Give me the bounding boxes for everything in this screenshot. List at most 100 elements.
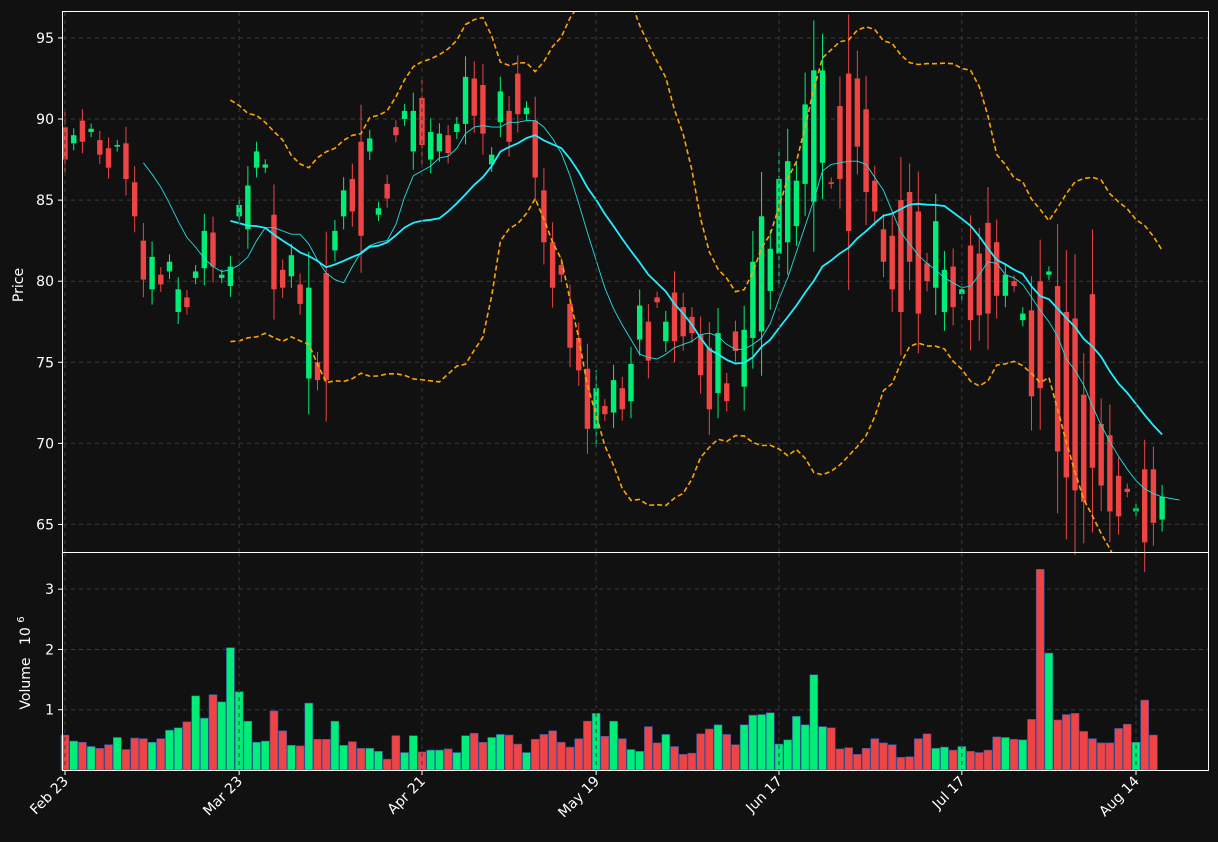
price-tick-label: 65 xyxy=(36,517,54,533)
candle xyxy=(602,399,608,422)
candle xyxy=(985,186,991,350)
volume-bar xyxy=(661,734,671,771)
candle-body xyxy=(79,120,86,142)
candle xyxy=(97,130,103,164)
candle xyxy=(462,56,469,145)
candle xyxy=(567,284,573,368)
volume-bar xyxy=(408,735,418,771)
candle xyxy=(375,201,382,222)
candle-body xyxy=(1028,310,1035,397)
candle-body xyxy=(1115,475,1122,517)
volume-bar xyxy=(957,746,967,771)
candle xyxy=(837,76,843,209)
candle xyxy=(523,101,530,121)
candle-body xyxy=(445,135,451,154)
volume-bar xyxy=(687,752,697,771)
candle-body xyxy=(1150,469,1157,523)
volume-bar xyxy=(565,746,575,771)
volume-bar xyxy=(69,740,79,771)
candle-body xyxy=(462,76,469,124)
candle-body xyxy=(454,123,460,132)
candle xyxy=(724,373,730,412)
volume-bar xyxy=(191,695,200,771)
candle xyxy=(488,147,495,172)
volume-bar xyxy=(339,744,348,771)
price-grid xyxy=(63,37,1208,525)
candle xyxy=(889,213,895,313)
candle xyxy=(227,255,234,297)
candle-body xyxy=(262,164,268,168)
candle xyxy=(645,304,652,379)
volume-bar xyxy=(940,746,949,771)
candle-body xyxy=(97,140,103,155)
candle xyxy=(584,343,591,454)
candle xyxy=(445,124,451,164)
volume-bar xyxy=(78,741,87,771)
ma-long-line xyxy=(230,134,1163,436)
candle-body xyxy=(105,148,112,168)
volume-bar xyxy=(905,756,914,771)
candle-body xyxy=(71,135,77,144)
candle-body xyxy=(576,337,582,371)
volume-bar xyxy=(478,741,488,771)
volume-bar xyxy=(304,702,314,771)
candle-body xyxy=(767,248,773,291)
candle xyxy=(628,346,634,419)
candle xyxy=(906,163,913,291)
candle-body xyxy=(993,242,1000,296)
candle-body xyxy=(1063,312,1070,478)
volume-bar xyxy=(469,732,479,771)
candle xyxy=(166,254,173,279)
volume-bar xyxy=(278,730,287,771)
candle xyxy=(1089,229,1096,533)
volume-bar xyxy=(887,744,897,771)
volume-bar xyxy=(948,749,958,771)
candle xyxy=(872,165,878,227)
volume-bar xyxy=(652,742,662,771)
candle-body xyxy=(306,287,312,379)
candle xyxy=(1141,439,1148,572)
volume-bar xyxy=(879,742,888,771)
candle-body xyxy=(645,321,652,361)
candle xyxy=(993,219,1000,319)
candle-body xyxy=(210,232,216,267)
volume-bar xyxy=(818,726,827,771)
volume-bar xyxy=(321,738,331,771)
candle-body xyxy=(880,229,887,262)
volume-bar xyxy=(931,747,941,771)
candle xyxy=(758,171,765,376)
volume-bar xyxy=(1114,728,1123,771)
volume-bar xyxy=(626,749,636,771)
candle-body xyxy=(123,143,129,180)
candle-body xyxy=(245,185,251,230)
candle xyxy=(1124,483,1130,498)
candle xyxy=(349,163,356,227)
candle-body xyxy=(166,261,173,272)
price-tick-label: 90 xyxy=(36,112,54,128)
volume-bar xyxy=(1088,738,1097,771)
candle-body xyxy=(654,297,660,303)
candle-body xyxy=(1081,394,1087,502)
volume-panel-frame xyxy=(62,552,1209,771)
volume-bar xyxy=(382,758,392,771)
candle-body xyxy=(985,222,991,314)
volume-bar xyxy=(112,737,122,771)
volume-bar xyxy=(792,716,801,771)
volume-tick-label: 2 xyxy=(45,642,54,658)
candle-body xyxy=(419,97,425,145)
candle-body xyxy=(1072,318,1078,491)
candle xyxy=(1020,307,1026,327)
volume-bar xyxy=(496,734,505,771)
volume-bar xyxy=(1096,742,1106,771)
candle-body xyxy=(358,141,364,236)
candle xyxy=(654,291,660,309)
candle xyxy=(1098,398,1104,512)
candle-body xyxy=(1124,488,1130,492)
candle xyxy=(471,61,477,133)
price-axis-label: Price xyxy=(11,268,27,302)
candle-body xyxy=(532,120,538,178)
volume-bar xyxy=(617,738,627,771)
candle-body xyxy=(340,190,347,217)
volume-bar xyxy=(705,728,714,771)
